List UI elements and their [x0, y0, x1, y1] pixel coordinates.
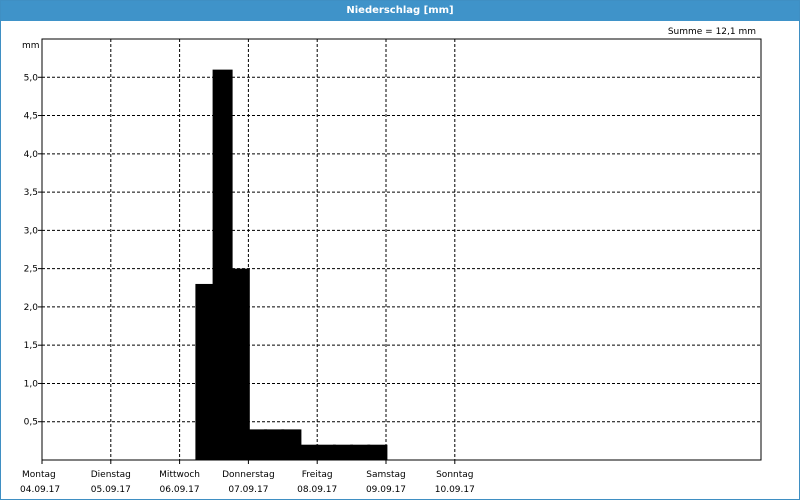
- y-tick-label: 5,0: [24, 73, 39, 83]
- x-tick-weekday: Mittwoch: [159, 470, 200, 480]
- y-tick-label: 2,0: [24, 303, 39, 313]
- y-tick-label: 1,5: [24, 341, 38, 351]
- x-tick-date: 07.09.17: [228, 485, 268, 495]
- x-tick-labels: Montag 04.09.17 Dienstag 05.09.17 Mittwoch 06…: [20, 460, 475, 495]
- window-title: Niederschlag [mm]: [1, 1, 799, 21]
- precip-bar: [333, 444, 353, 460]
- x-tick-date: 10.09.17: [435, 485, 475, 495]
- x-tick-weekday: Donnerstag: [222, 470, 275, 480]
- y-tick-label: 1,0: [24, 379, 39, 389]
- x-tick-date: 04.09.17: [20, 485, 60, 495]
- y-tick-labels: 0,5 1,0 1,5 2,0 2,5 3,0 3,5 4,0 4,5 5,0: [24, 73, 42, 428]
- x-tick-date: 09.09.17: [366, 485, 406, 495]
- y-tick-label: 0,5: [24, 418, 38, 428]
- x-tick-date: 08.09.17: [297, 485, 337, 495]
- precip-bar: [350, 444, 371, 460]
- x-tick-weekday: Samstag: [366, 470, 405, 480]
- precip-bar: [212, 69, 233, 461]
- precip-bar: [247, 429, 267, 460]
- x-tick-date: 05.09.17: [91, 485, 131, 495]
- precip-bar: [229, 268, 250, 460]
- precip-bar: [367, 444, 388, 460]
- precip-bar: [315, 444, 336, 460]
- grid: [42, 39, 761, 460]
- x-tick-weekday: Montag: [22, 470, 56, 480]
- y-tick-label: 3,0: [24, 226, 39, 236]
- x-tick-weekday: Dienstag: [91, 470, 131, 480]
- y-tick-label: 3,5: [24, 188, 38, 198]
- y-axis-label: mm: [22, 41, 40, 51]
- x-tick-date: 06.09.17: [160, 485, 200, 495]
- precip-bar: [264, 429, 285, 460]
- bars: [195, 69, 388, 461]
- precip-bar: [298, 444, 319, 460]
- precip-bar: [281, 429, 302, 460]
- precip-bar: [195, 283, 216, 460]
- y-tick-label: 2,5: [24, 265, 38, 275]
- plot-frame: [41, 38, 762, 461]
- x-tick-weekday: Freitag: [302, 470, 333, 480]
- y-tick-label: 4,0: [24, 150, 39, 160]
- y-tick-label: 4,5: [24, 112, 38, 122]
- x-tick-weekday: Sonntag: [436, 470, 473, 480]
- sum-label: Summe = 12,1 mm: [668, 27, 756, 37]
